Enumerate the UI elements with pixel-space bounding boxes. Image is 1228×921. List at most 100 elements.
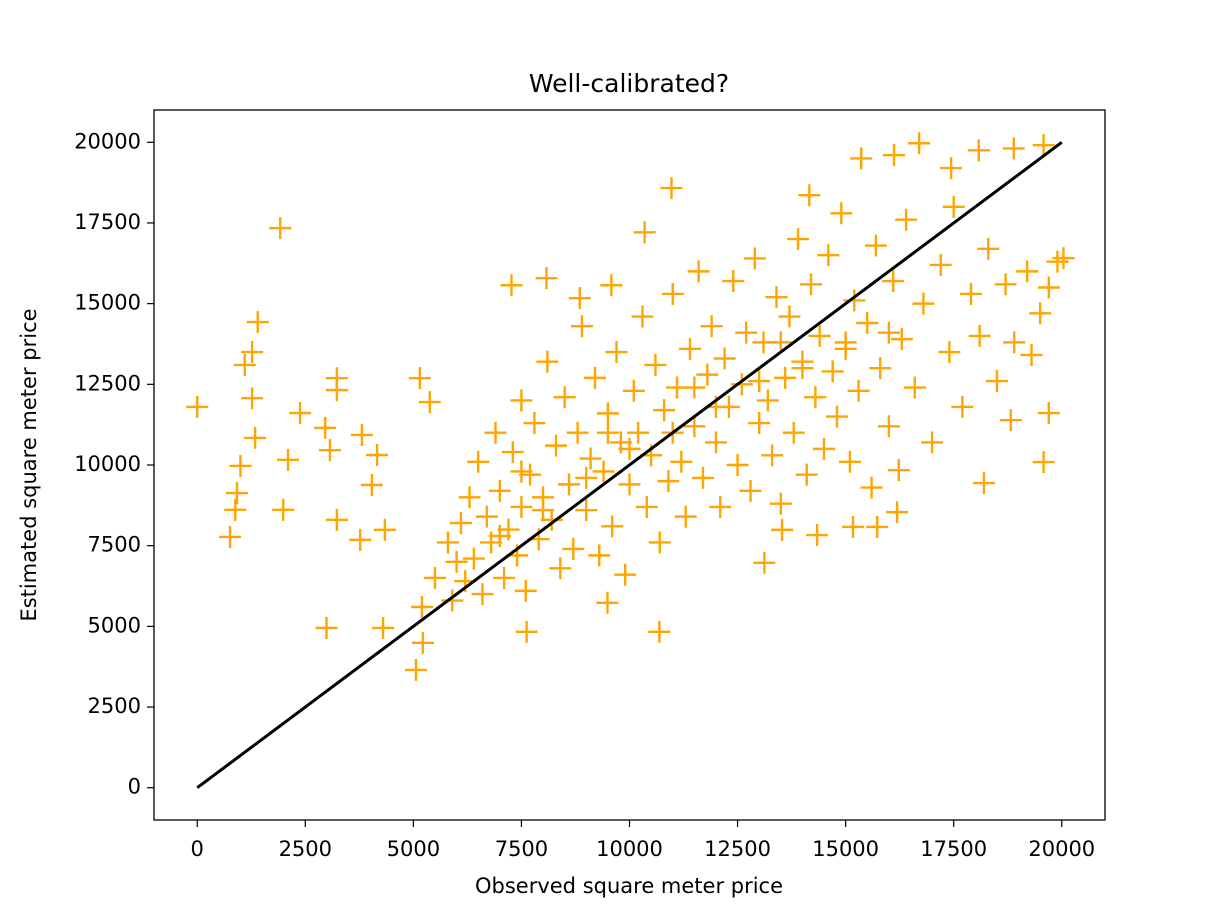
x-tick-label: 5000 xyxy=(387,837,440,861)
point xyxy=(510,460,533,483)
point xyxy=(860,476,883,499)
y-axis-label: Estimated square meter price xyxy=(17,308,41,621)
point xyxy=(633,221,656,244)
point xyxy=(272,498,295,521)
point xyxy=(545,434,568,457)
point xyxy=(404,658,427,681)
point xyxy=(869,357,892,380)
point xyxy=(761,444,784,467)
point xyxy=(940,157,963,180)
point xyxy=(877,415,900,438)
point xyxy=(318,439,341,462)
x-tick-label: 7500 xyxy=(495,837,548,861)
point xyxy=(843,289,866,312)
y-tick-label: 17500 xyxy=(74,210,141,234)
point xyxy=(510,389,533,412)
point xyxy=(648,620,671,643)
point xyxy=(704,431,727,454)
point xyxy=(774,366,797,389)
point xyxy=(1032,134,1055,157)
point xyxy=(959,282,982,305)
point xyxy=(411,596,434,618)
y-tick-label: 20000 xyxy=(74,129,141,153)
point xyxy=(977,237,1000,260)
point xyxy=(967,139,990,162)
point xyxy=(847,379,870,402)
point xyxy=(269,217,292,240)
point xyxy=(579,447,602,470)
point xyxy=(588,544,611,567)
point xyxy=(449,512,472,535)
point xyxy=(908,132,931,155)
point xyxy=(696,363,719,386)
point xyxy=(683,376,706,399)
plot-frame xyxy=(153,109,1106,821)
point xyxy=(596,402,619,425)
point xyxy=(501,441,524,464)
x-tick-label: 20000 xyxy=(1028,837,1095,861)
point xyxy=(488,479,511,502)
point xyxy=(886,501,909,524)
point xyxy=(325,508,348,531)
point xyxy=(813,437,836,460)
point xyxy=(850,147,873,170)
point xyxy=(834,337,857,360)
point xyxy=(657,470,680,493)
point xyxy=(350,423,373,446)
point xyxy=(575,466,598,489)
point xyxy=(536,350,559,373)
point xyxy=(618,473,641,496)
point xyxy=(660,177,683,200)
point xyxy=(462,547,485,570)
y-tick-label: 12500 xyxy=(74,371,141,395)
point xyxy=(800,273,823,296)
reference-line xyxy=(196,141,1063,789)
point xyxy=(475,505,498,528)
point xyxy=(488,525,511,547)
point xyxy=(821,360,844,383)
point xyxy=(601,515,624,538)
point xyxy=(795,463,818,486)
point xyxy=(519,463,542,486)
point xyxy=(596,421,619,444)
point xyxy=(562,537,585,560)
point xyxy=(418,391,441,414)
point xyxy=(994,273,1017,296)
x-tick-label: 0 xyxy=(191,837,204,861)
point xyxy=(618,437,641,460)
point xyxy=(864,234,887,257)
point xyxy=(730,373,753,396)
point xyxy=(471,583,494,606)
point xyxy=(570,315,593,338)
y-tick-label: 10000 xyxy=(74,452,141,476)
point xyxy=(644,353,667,376)
x-tick-label: 10000 xyxy=(596,837,663,861)
point xyxy=(808,324,831,347)
point xyxy=(325,379,348,402)
point xyxy=(691,466,714,489)
point xyxy=(575,499,598,522)
point xyxy=(661,282,684,305)
point xyxy=(700,315,723,338)
point xyxy=(241,387,264,410)
y-tick-label: 0 xyxy=(128,775,141,799)
point xyxy=(219,525,242,548)
point xyxy=(436,531,459,554)
point xyxy=(985,370,1008,393)
point xyxy=(627,421,650,444)
x-tick-label: 2500 xyxy=(279,837,332,861)
x-tick-label: 17500 xyxy=(920,837,987,861)
point xyxy=(679,337,702,360)
point xyxy=(510,495,533,518)
point xyxy=(756,389,779,412)
point xyxy=(743,247,766,270)
point xyxy=(515,620,538,643)
point xyxy=(748,370,771,393)
point xyxy=(804,386,827,409)
point xyxy=(674,505,697,528)
point xyxy=(349,528,372,551)
point xyxy=(493,566,516,589)
point xyxy=(942,195,965,218)
x-tick-label: 12500 xyxy=(704,837,771,861)
